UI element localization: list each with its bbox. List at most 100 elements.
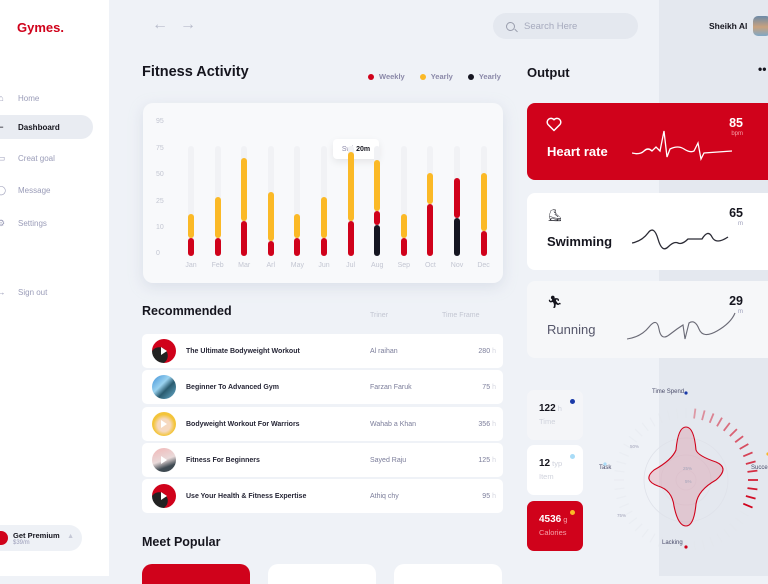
bar-segment[interactable] [374, 210, 381, 225]
more-options-icon[interactable]: •• [758, 62, 767, 76]
popular-card[interactable] [268, 564, 376, 584]
running-card[interactable]: 🏃︎ Running 29 m [527, 281, 768, 358]
recommended-title: Recommended [142, 304, 232, 318]
bar-segment[interactable] [214, 196, 221, 239]
workout-title: The Ultimate Bodyweight Workout [186, 347, 300, 355]
status-dot [570, 510, 575, 515]
stat-value: 12 typ [539, 458, 563, 469]
bar-segment[interactable] [427, 172, 434, 204]
table-row[interactable]: Beginner To Advanced Gym Farzan Faruk 75… [142, 370, 503, 404]
heart-rate-card[interactable]: Heart rate 85 bpm [527, 103, 768, 180]
play-icon [161, 492, 167, 500]
x-axis-tick: May [290, 262, 304, 269]
sidebar-item-home[interactable]: ⌂ Home [0, 86, 93, 110]
bar-segment[interactable] [374, 160, 381, 211]
time-stat-card[interactable]: 122 h Time [527, 390, 583, 440]
swimming-card[interactable]: ⛸ Swimming 65 m [527, 193, 768, 270]
x-axis-tick: Feb [211, 262, 224, 269]
x-axis-tick: Nov [450, 262, 464, 269]
back-arrow-icon[interactable]: ← [152, 16, 180, 33]
x-axis-tick: Aug [370, 262, 384, 269]
y-axis-tick: 95 [156, 118, 164, 125]
video-thumbnail[interactable] [152, 375, 176, 399]
dashboard-icon: ⌐ [0, 122, 4, 132]
bar-segment[interactable] [321, 238, 327, 256]
bar-segment[interactable] [454, 217, 460, 256]
table-row[interactable]: Use Your Health & Fitness Expertise Athi… [142, 479, 503, 513]
forward-arrow-icon[interactable]: → [180, 16, 208, 33]
search-input[interactable]: Search Here [493, 13, 638, 39]
stat-label: Calories [539, 528, 567, 537]
x-axis-tick: Sep [397, 262, 411, 269]
user-name[interactable]: Sheikh Al [709, 21, 748, 31]
legend-yearly[interactable]: Yearly [419, 72, 453, 81]
sidebar-item-sign-out[interactable]: → Sign out [0, 280, 93, 304]
video-thumbnail[interactable] [152, 448, 176, 472]
sidebar-item-label: Dashboard [18, 122, 60, 132]
popular-card[interactable] [142, 564, 250, 584]
table-row[interactable]: Bodyweight Workout For Warriors Wahab a … [142, 407, 503, 441]
avatar[interactable] [753, 16, 768, 36]
bar-segment[interactable] [480, 230, 487, 256]
bar-segment[interactable] [347, 152, 354, 222]
y-axis-tick: 75 [156, 145, 164, 152]
fitness-activity-title: Fitness Activity [142, 64, 249, 80]
sidebar-item-settings[interactable]: ⚙ Settings [0, 211, 93, 235]
bar-segment[interactable] [427, 203, 434, 256]
premium-badge-icon [0, 531, 8, 545]
bar-segment[interactable] [241, 221, 248, 256]
sidebar-item-label: Settings [18, 218, 47, 228]
card-name: Heart rate [547, 144, 608, 159]
table-row[interactable]: The Ultimate Bodyweight Workout Al raiha… [142, 334, 503, 368]
bar-segment[interactable] [374, 224, 381, 256]
bar-segment[interactable] [480, 172, 487, 231]
play-icon [161, 420, 167, 428]
bar-segment[interactable] [400, 238, 407, 256]
radar-axis-lacking: Lacking [662, 540, 683, 546]
bar-segment[interactable] [188, 238, 194, 256]
x-axis-tick: Oct [424, 262, 436, 269]
time-frame: 280 h [478, 347, 496, 355]
item-stat-card[interactable]: 12 typ Item [527, 445, 583, 495]
trainer-name: Farzan Faruk [370, 383, 412, 391]
card-unit: bpm [731, 131, 743, 137]
run-wave-icon [627, 312, 736, 340]
sidebar-item-creat-goal[interactable]: ▭ Creat goal [0, 146, 93, 170]
bar-segment[interactable] [188, 214, 194, 239]
sidebar-item-dashboard[interactable]: ⌐ Dashboard [0, 115, 93, 139]
stat-value: 122 h [539, 403, 562, 414]
bar-segment[interactable] [321, 196, 327, 239]
video-thumbnail[interactable] [152, 484, 176, 508]
bar-segment[interactable] [400, 214, 407, 239]
calendar-icon: ▭ [0, 152, 6, 163]
sidebar-item-label: Sign out [18, 287, 48, 297]
bar-segment[interactable] [267, 192, 274, 241]
bar-segment[interactable] [294, 214, 301, 239]
bar-segment[interactable] [241, 158, 248, 222]
app-logo[interactable]: Gymes. [17, 20, 64, 35]
table-row[interactable]: Fitness For Beginners Sayed Raju 125 h [142, 443, 503, 477]
video-thumbnail[interactable] [152, 412, 176, 436]
legend-yearly-dark[interactable]: Yearly [467, 72, 501, 81]
time-frame: 75 h [482, 383, 496, 391]
get-premium-button[interactable]: Get Premium $39/m ▲ [0, 525, 82, 551]
chevron-up-icon[interactable]: ▲ [67, 533, 74, 540]
popular-card[interactable] [394, 564, 502, 584]
bar-segment[interactable] [214, 238, 221, 256]
x-axis-tick: Jan [185, 262, 197, 269]
legend-weekly[interactable]: Weekly [368, 72, 405, 81]
calories-stat-card[interactable]: 4536 g Calories [527, 501, 583, 551]
bar-segment[interactable] [267, 241, 274, 256]
time-frame: 125 h [478, 456, 496, 464]
video-thumbnail[interactable] [152, 339, 176, 363]
bar-segment[interactable] [454, 178, 460, 218]
sidebar-item-message[interactable]: ◯ Message [0, 178, 93, 202]
column-header-time-frame: Time Frame [442, 312, 480, 319]
chart-legend: Weekly Yearly Yearly [368, 72, 516, 81]
heartbeat-wave-icon [632, 130, 732, 162]
svg-text:75%: 75% [617, 513, 626, 518]
bar-segment[interactable] [294, 238, 301, 256]
workout-title: Fitness For Beginners [186, 456, 260, 464]
y-axis-tick: 50 [156, 171, 164, 178]
bar-segment[interactable] [347, 221, 354, 256]
